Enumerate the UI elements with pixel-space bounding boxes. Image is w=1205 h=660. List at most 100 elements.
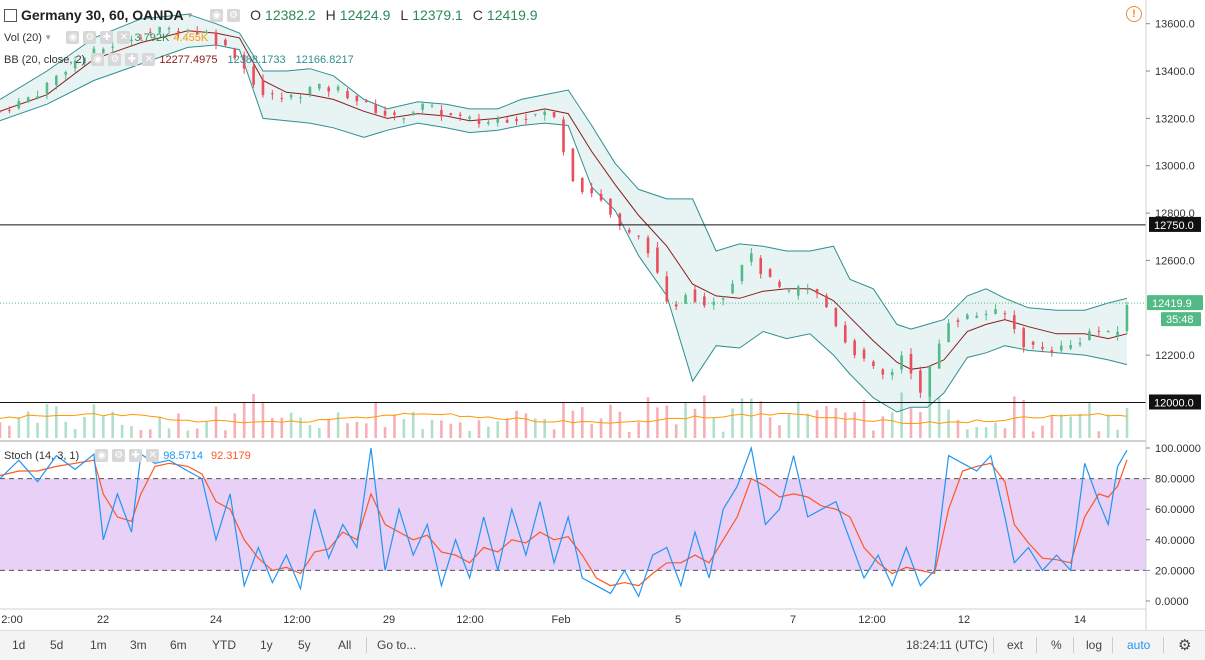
volume-bar xyxy=(703,395,706,438)
range-6m-button[interactable]: 6m xyxy=(170,638,187,652)
volume-bar xyxy=(1041,425,1044,438)
candle-body xyxy=(364,101,368,103)
candle-body xyxy=(703,296,706,306)
close-icon[interactable]: ✕ xyxy=(142,53,156,66)
range-3m-button[interactable]: 3m xyxy=(130,638,147,652)
volume-bar xyxy=(947,409,950,438)
price-axis[interactable]: 13600.013400.013200.013000.012800.012600… xyxy=(1145,0,1203,630)
bollinger-legend-name[interactable]: BB (20, close, 2) xyxy=(4,53,86,66)
range-1y-button[interactable]: 1y xyxy=(260,638,273,652)
candle-body xyxy=(609,198,612,215)
percent-toggle[interactable]: % xyxy=(1051,638,1062,652)
candle-body xyxy=(919,370,922,393)
candle-body xyxy=(853,340,856,356)
gear-icon[interactable]: ⚙ xyxy=(112,449,126,462)
volume-legend-name[interactable]: Vol (20) xyxy=(4,31,42,44)
range-5d-button[interactable]: 5d xyxy=(50,638,64,652)
volume-bar xyxy=(411,411,415,438)
volume-bar xyxy=(1013,396,1016,438)
candle-body xyxy=(872,361,875,367)
volume-bar xyxy=(327,418,331,438)
log-toggle[interactable]: log xyxy=(1086,638,1103,652)
eye-icon[interactable]: ◉ xyxy=(66,31,80,44)
auto-toggle[interactable]: auto xyxy=(1127,638,1151,652)
candle-body xyxy=(440,110,443,117)
candle-body xyxy=(956,320,960,323)
stoch-tick-label: 80.0000 xyxy=(1155,474,1195,486)
symbol-dropdown-icon[interactable]: ▾ xyxy=(187,9,193,20)
volume-bar xyxy=(534,418,537,438)
time-axis[interactable]: 2:00 22 24 12:00 29 12:00 Feb 5 7 12:00 12 14 xyxy=(0,608,1146,626)
volume-bar xyxy=(130,426,133,438)
gear-icon[interactable]: ⚙ xyxy=(108,53,122,66)
time-tick-label: 12 xyxy=(958,614,970,626)
candle-body xyxy=(806,288,809,290)
volume-bar xyxy=(0,422,2,438)
candle-body xyxy=(336,86,340,91)
range-1d-button[interactable]: 1d xyxy=(12,638,26,652)
volume-bar xyxy=(759,401,763,438)
volume-bar xyxy=(721,431,725,438)
volume-bar xyxy=(637,422,640,438)
candle-body xyxy=(383,110,387,116)
range-all-button[interactable]: All xyxy=(338,638,352,652)
candle-body xyxy=(327,87,331,92)
stoch-tick-label: 40.0000 xyxy=(1155,535,1195,547)
candle-body xyxy=(646,237,650,254)
candle-body xyxy=(994,309,997,314)
ext-toggle[interactable]: ext xyxy=(1007,638,1024,652)
chart-canvas[interactable]: 13600.013400.013200.013000.012800.012600… xyxy=(0,0,1205,630)
horizontal-levels[interactable] xyxy=(0,224,1146,403)
volume-bar xyxy=(224,430,227,438)
settings-icon[interactable]: ✚ xyxy=(129,449,143,462)
volume-bar xyxy=(881,416,885,438)
candle-body xyxy=(421,103,424,110)
stoch-legend-name[interactable]: Stoch (14, 3, 1) xyxy=(4,449,80,462)
gear-icon[interactable]: ⚙ xyxy=(1178,637,1192,654)
volume-bar xyxy=(55,406,58,438)
candle-body xyxy=(299,97,302,99)
open-value: 12382.2 xyxy=(265,7,316,23)
volume-bar xyxy=(1059,414,1063,438)
volume-bar xyxy=(111,411,114,438)
gear-icon[interactable]: ⚙ xyxy=(227,8,241,22)
collapse-icon[interactable] xyxy=(4,8,17,22)
toolbar-divider xyxy=(366,637,367,653)
close-icon[interactable]: ✕ xyxy=(146,449,160,462)
candle-body xyxy=(289,94,293,98)
alert-icon[interactable]: ! xyxy=(1126,6,1142,22)
close-icon[interactable]: ✕ xyxy=(117,31,131,44)
candle-body xyxy=(55,75,58,86)
range-5y-button[interactable]: 5y xyxy=(298,638,311,652)
settings-icon[interactable]: ✚ xyxy=(100,31,114,44)
candle-body xyxy=(947,323,950,343)
candle-body xyxy=(1050,350,1054,353)
candle-body xyxy=(83,57,86,64)
eye-icon[interactable]: ◉ xyxy=(210,8,224,22)
volume-bar xyxy=(665,405,669,438)
range-ytd-button[interactable]: YTD xyxy=(212,638,236,652)
gear-icon[interactable]: ⚙ xyxy=(83,31,97,44)
candle-body xyxy=(571,148,575,182)
goto-button[interactable]: Go to... xyxy=(377,638,417,652)
volume-dropdown-icon[interactable]: ▾ xyxy=(45,32,51,42)
volume-bar xyxy=(1088,403,1091,438)
candle-body xyxy=(8,109,11,111)
eye-icon[interactable]: ◉ xyxy=(95,449,109,462)
candle-body xyxy=(862,349,866,359)
volume-bar xyxy=(148,429,152,438)
settings-icon[interactable]: ✚ xyxy=(125,53,139,66)
candle-body xyxy=(975,315,979,319)
eye-icon[interactable]: ◉ xyxy=(91,53,105,66)
volume-bar xyxy=(289,412,293,438)
volume-bar xyxy=(994,422,997,438)
symbol-title[interactable]: Germany 30, 60, OANDA xyxy=(21,7,184,23)
volume-bar xyxy=(740,398,744,438)
range-1m-button[interactable]: 1m xyxy=(90,638,107,652)
clock-display[interactable]: 18:24:11 (UTC) xyxy=(906,638,988,652)
candle-body xyxy=(674,304,678,307)
volume-bar xyxy=(383,426,387,438)
candle-body xyxy=(496,119,500,123)
volume-bar xyxy=(768,417,772,438)
volume-bar xyxy=(515,410,518,438)
